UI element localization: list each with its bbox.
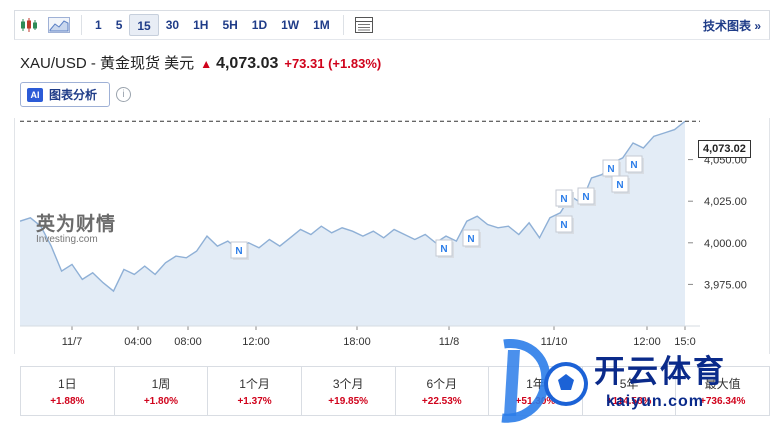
news-marker xyxy=(230,241,248,259)
perf-label: 5年 xyxy=(619,377,639,391)
perf-label: 1日 xyxy=(57,377,77,391)
x-tick-label: 15:0 xyxy=(674,336,695,348)
watermark-cn: 英为财情 xyxy=(36,214,117,235)
price-line xyxy=(20,120,686,293)
perf-cell-max[interactable]: 最大值 +736.34% xyxy=(676,367,769,415)
news-marker xyxy=(611,175,629,193)
news-marker xyxy=(555,189,573,207)
period-1w[interactable]: 1W xyxy=(281,18,300,32)
perf-cell-5y[interactable]: 5年 +114.58% xyxy=(583,367,677,415)
logo-emblem-icon xyxy=(501,339,588,423)
period-1d[interactable]: 1D xyxy=(251,18,268,32)
perf-label: 3个月 xyxy=(332,377,364,391)
news-marker-label: N xyxy=(630,160,637,171)
x-tick-label: 12:00 xyxy=(242,336,270,348)
current-price-label: 4,073.02 xyxy=(698,140,751,158)
chart-frame xyxy=(14,118,770,354)
area-chart-icon[interactable] xyxy=(43,11,75,39)
watermark-en: Investing.com xyxy=(36,234,98,245)
ai-icon: AI xyxy=(27,87,43,102)
news-marker-label: N xyxy=(235,246,242,257)
news-marker-label: N xyxy=(616,180,623,191)
chart-toolbar: 1 5 15 30 1H 5H 1D 1W 1M 技术图表 » xyxy=(14,10,770,40)
perf-value: +736.34% xyxy=(700,396,746,407)
news-marker xyxy=(602,159,620,177)
quote-header: XAU/USD - 黄金现货 美元 ▲ 4,073.03 +73.31 (+1.… xyxy=(20,52,381,73)
news-marker-label: N xyxy=(607,164,614,175)
x-tick-label: 18:00 xyxy=(343,336,371,348)
perf-label: 6个月 xyxy=(426,377,458,391)
news-marker-label: N xyxy=(467,234,474,245)
perf-cell-3m[interactable]: 3个月 +19.85% xyxy=(302,367,396,415)
chart-analysis-label: 图表分析 xyxy=(49,88,98,102)
technical-chart-link[interactable]: 技术图表 » xyxy=(702,18,761,33)
y-tick-label: 4,000.00 xyxy=(704,238,747,250)
news-marker xyxy=(555,215,573,233)
price-change: +73.31 (+1.83%) xyxy=(284,56,382,71)
chart-analysis-button[interactable]: AI 图表分析 xyxy=(20,82,110,107)
news-marker xyxy=(435,239,453,257)
toolbar-divider xyxy=(342,15,344,35)
period-5[interactable]: 5 xyxy=(115,18,123,32)
news-marker xyxy=(577,187,595,205)
news-marker-label: N xyxy=(560,220,567,231)
x-tick-label: 04:00 xyxy=(124,336,152,348)
perf-label: 1周 xyxy=(151,377,171,391)
period-15[interactable]: 15 xyxy=(129,14,159,36)
period-1m[interactable]: 1M xyxy=(313,18,330,32)
news-marker-label: N xyxy=(560,194,567,205)
perf-value: +114.58% xyxy=(606,396,652,407)
candlestick-icon[interactable] xyxy=(15,11,43,39)
x-tick-label: 08:00 xyxy=(174,336,202,348)
period-1[interactable]: 1 xyxy=(95,18,102,32)
perf-value: +22.53% xyxy=(421,396,462,407)
price-area xyxy=(20,121,685,326)
y-tick-label: 4,025.00 xyxy=(704,196,747,208)
period-30[interactable]: 30 xyxy=(165,18,180,32)
perf-label: 最大值 xyxy=(704,377,741,391)
instrument-title: XAU/USD - 黄金现货 美元 xyxy=(20,55,195,72)
perf-value: +1.37% xyxy=(237,396,272,407)
perf-cell-1w[interactable]: 1周 +1.80% xyxy=(115,367,209,415)
y-tick-label: 3,975.00 xyxy=(704,279,747,291)
news-marker xyxy=(462,229,480,247)
toolbar-divider xyxy=(81,15,82,35)
perf-cell-1d[interactable]: 1日 +1.88% xyxy=(21,367,115,415)
perf-label: 1个月 xyxy=(239,377,270,391)
period-1h[interactable]: 1H xyxy=(193,18,209,32)
news-marker xyxy=(625,155,643,173)
kaiyun-logo xyxy=(490,330,780,430)
x-tick-label: 12:00 xyxy=(633,336,661,348)
perf-value: +1.80% xyxy=(143,396,179,407)
x-tick-label: 11/10 xyxy=(541,336,568,348)
last-price: 4,073.03 xyxy=(216,55,279,72)
perf-cell-6m[interactable]: 6个月 +22.53% xyxy=(396,367,490,415)
news-marker-label: N xyxy=(582,192,589,203)
logo-text-cn: 开云体育 xyxy=(594,354,726,389)
perf-value: +19.85% xyxy=(328,396,369,407)
table-icon[interactable] xyxy=(350,11,378,39)
investing-watermark: 英为财情 Investing.com xyxy=(36,209,116,245)
perf-cell-1m[interactable]: 1个月 +1.37% xyxy=(208,367,302,415)
logo-text-en: kaiyun.com xyxy=(606,393,705,410)
x-tick-label: 11/7 xyxy=(62,336,83,348)
news-marker-label: N xyxy=(440,244,447,255)
perf-value: +1.88% xyxy=(50,396,85,407)
x-tick-label: 11/8 xyxy=(439,336,460,348)
info-icon[interactable]: i xyxy=(116,87,131,102)
up-arrow-icon: ▲ xyxy=(200,57,213,71)
period-5h[interactable]: 5H xyxy=(222,18,238,32)
